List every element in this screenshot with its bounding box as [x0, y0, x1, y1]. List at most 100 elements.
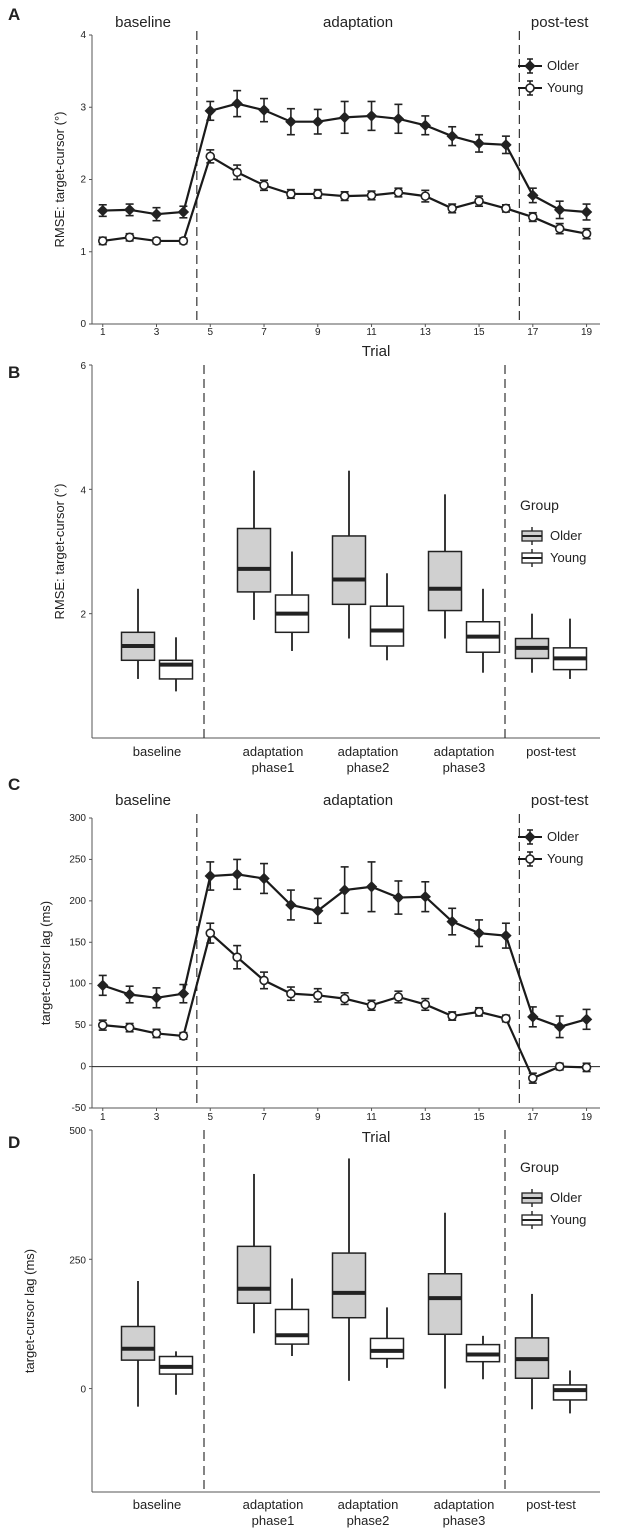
- data-point: [123, 988, 136, 1001]
- x-tick-label: 7: [261, 327, 267, 338]
- series-Young: [97, 149, 592, 246]
- y-tick-label: 0: [80, 319, 86, 330]
- category-label-line2: phase3: [443, 760, 486, 775]
- box: [427, 550, 463, 612]
- data-point: [231, 868, 243, 881]
- data-point: [97, 1020, 108, 1030]
- data-point: [150, 208, 163, 220]
- data-point: [123, 204, 136, 216]
- box: [274, 1308, 310, 1345]
- data-point: [204, 870, 216, 882]
- box: [331, 535, 367, 606]
- data-point: [338, 111, 351, 124]
- category-label: adaptation: [434, 1497, 495, 1512]
- data-point: [312, 189, 323, 199]
- legend: Older Young: [518, 829, 583, 867]
- segment-label-post-test: post-test: [531, 792, 589, 809]
- y-tick-label: 250: [69, 854, 86, 865]
- data-point: [554, 223, 565, 234]
- legend-label-Older: Older: [550, 528, 582, 543]
- segment-label-adaptation: adaptation: [323, 14, 393, 31]
- y-tick-label: 100: [69, 979, 86, 990]
- data-point: [205, 151, 216, 162]
- data-point: [473, 137, 485, 150]
- data-point: [204, 105, 216, 117]
- x-tick-label: 19: [581, 327, 593, 338]
- data-point: [420, 999, 431, 1010]
- x-axis-label: Trial: [362, 343, 391, 360]
- data-point: [420, 191, 431, 201]
- category-label: adaptation: [338, 744, 399, 759]
- series-Young: [158, 1278, 588, 1414]
- data-point: [97, 204, 109, 217]
- category-label: adaptation: [338, 1497, 399, 1512]
- data-point: [258, 872, 270, 885]
- y-tick-label: 0: [80, 1062, 86, 1073]
- y-tick-label: 4: [80, 485, 86, 496]
- legend: Group Older Young: [520, 1159, 586, 1229]
- box: [120, 1325, 156, 1361]
- data-point: [393, 187, 404, 198]
- series-Older: [120, 1158, 550, 1410]
- data-point: [393, 992, 404, 1002]
- x-axis-label: Trial: [362, 1129, 391, 1146]
- x-tick-label: 11: [366, 327, 377, 338]
- data-point: [553, 1021, 566, 1033]
- data-point: [581, 1062, 592, 1073]
- x-tick-label: 15: [473, 327, 485, 338]
- legend-label-Young: Young: [547, 80, 583, 95]
- x-tick-label: 7: [261, 1112, 267, 1123]
- category-label-line2: phase3: [443, 1513, 486, 1528]
- category-label: baseline: [133, 1497, 181, 1512]
- legend-label-Young: Young: [550, 1212, 586, 1227]
- data-point: [124, 232, 135, 243]
- legend-marker: [524, 60, 536, 72]
- segment-label-adaptation: adaptation: [323, 792, 393, 809]
- x-tick-label: 9: [315, 327, 321, 338]
- data-point: [580, 206, 593, 218]
- category-label-line2: phase1: [252, 1513, 295, 1528]
- data-point: [554, 1061, 565, 1072]
- category-label: adaptation: [434, 744, 495, 759]
- x-tick-label: 11: [366, 1112, 377, 1123]
- segment-label-post-test: post-test: [531, 14, 589, 31]
- legend-label-Young: Young: [550, 550, 586, 565]
- data-point: [446, 130, 458, 142]
- data-point: [365, 881, 378, 893]
- data-point: [474, 196, 484, 206]
- data-point: [338, 884, 351, 896]
- legend-label-Older: Older: [550, 1190, 582, 1205]
- x-tick-label: 19: [581, 1112, 593, 1123]
- data-point: [392, 113, 405, 125]
- data-point: [446, 915, 458, 928]
- data-point: [527, 1011, 539, 1023]
- y-tick-label: 4: [80, 30, 86, 41]
- y-tick-label: 250: [69, 1255, 86, 1266]
- y-tick-label: 150: [69, 937, 86, 948]
- data-point: [286, 189, 296, 199]
- data-point: [339, 993, 350, 1004]
- data-point: [150, 992, 163, 1004]
- data-point: [339, 191, 350, 201]
- legend-marker: [525, 854, 535, 864]
- series-Young: [158, 551, 588, 692]
- legend-label-Older: Older: [547, 58, 579, 73]
- x-tick-label: 1: [100, 1112, 106, 1123]
- category-label: post-test: [526, 1497, 576, 1512]
- box: [369, 605, 405, 647]
- box: [552, 1384, 588, 1401]
- data-point: [528, 212, 538, 222]
- data-point: [501, 203, 511, 214]
- y-tick-label: -50: [72, 1103, 87, 1114]
- box: [236, 1245, 272, 1304]
- data-point: [178, 1031, 189, 1041]
- x-tick-label: 13: [420, 1112, 432, 1123]
- x-tick-label: 5: [207, 1112, 213, 1123]
- data-point: [366, 190, 377, 201]
- y-tick-label: 300: [69, 813, 86, 824]
- x-tick-label: 17: [527, 1112, 539, 1123]
- legend: Group Older Young: [520, 497, 586, 567]
- data-point: [447, 203, 457, 214]
